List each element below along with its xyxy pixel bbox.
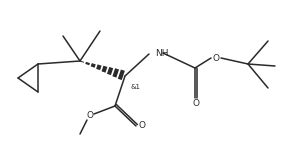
Polygon shape xyxy=(85,62,90,65)
Polygon shape xyxy=(102,66,107,73)
Polygon shape xyxy=(96,64,102,70)
Text: O: O xyxy=(212,53,219,63)
Polygon shape xyxy=(107,67,113,75)
Text: O: O xyxy=(193,99,200,109)
Text: O: O xyxy=(86,112,93,121)
Text: &1: &1 xyxy=(131,84,141,90)
Text: O: O xyxy=(139,122,146,130)
Polygon shape xyxy=(80,61,84,63)
Polygon shape xyxy=(118,70,125,80)
Polygon shape xyxy=(112,68,119,78)
Polygon shape xyxy=(91,63,96,68)
Text: NH: NH xyxy=(155,48,168,57)
